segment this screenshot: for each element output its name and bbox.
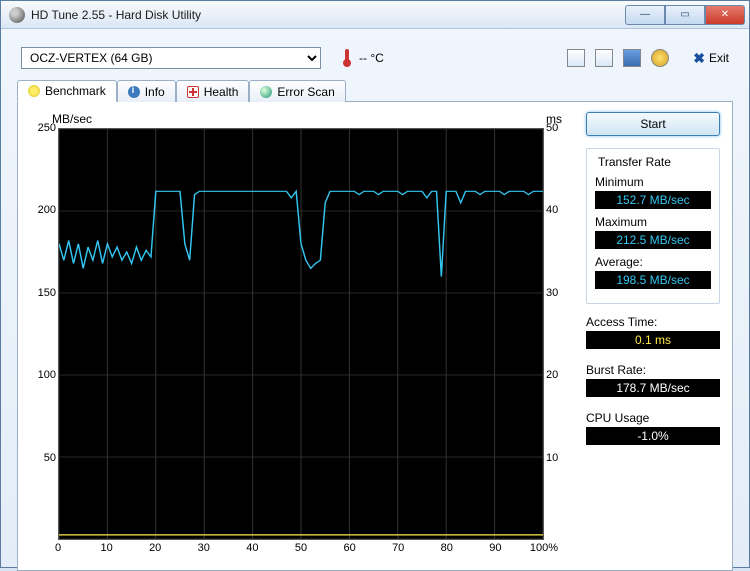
start-button[interactable]: Start [586,112,720,136]
exit-button[interactable]: ✖ Exit [693,50,729,67]
x-tick: 0 [55,542,61,554]
y-left-tick: 50 [44,452,56,464]
tab-health[interactable]: Health [176,80,250,102]
tab-label: Benchmark [45,84,106,98]
cpu-usage-label: CPU Usage [586,411,720,425]
minimum-label: Minimum [595,175,711,189]
thermometer-icon [341,49,353,67]
tab-benchmark[interactable]: Benchmark [17,80,117,102]
y-left-tick: 100 [38,369,56,381]
x-tick: 80 [441,542,453,554]
tab-label: Health [204,85,239,99]
app-icon [9,7,25,23]
app-window: HD Tune 2.55 - Hard Disk Utility — ▭ ✕ O… [0,0,750,568]
access-time-group: Access Time: 0.1 ms [586,313,720,355]
tab-bar: Benchmark Info Health Error Scan [1,79,749,101]
toolbar-icons: ✖ Exit [567,49,729,67]
exit-icon: ✖ [693,50,705,67]
maximize-button[interactable]: ▭ [665,5,705,25]
y-left-tick: 150 [38,287,56,299]
content-panel: MB/sec ms 50100150200250 1020304050 0102… [17,101,733,571]
drive-select[interactable]: OCZ-VERTEX (64 GB) [21,47,321,69]
tab-label: Error Scan [277,85,334,99]
tab-error-scan[interactable]: Error Scan [249,80,345,102]
burst-rate-label: Burst Rate: [586,363,720,377]
benchmark-chart [58,128,544,540]
window-title: HD Tune 2.55 - Hard Disk Utility [31,8,201,22]
cpu-usage-value: -1.0% [586,427,720,445]
temperature-value: -- °C [359,51,384,65]
x-tick: 20 [149,542,161,554]
chart-column: MB/sec ms 50100150200250 1020304050 0102… [30,112,572,560]
chart-svg [59,129,543,539]
bulb-icon [28,85,40,97]
y-right-tick: 50 [546,122,558,134]
x-tick: 100% [530,542,558,554]
close-button[interactable]: ✕ [705,5,745,25]
x-tick: 10 [100,542,112,554]
y-left-tick: 200 [38,204,56,216]
scan-icon [260,86,272,98]
transfer-rate-title: Transfer Rate [595,155,674,169]
y-right-tick: 20 [546,369,558,381]
average-label: Average: [595,255,711,269]
x-axis: 0102030405060708090100% [58,542,544,560]
y-right-axis: 1020304050 [544,128,572,540]
chart-wrap: 50100150200250 1020304050 01020304050607… [30,128,572,560]
y-right-tick: 40 [546,204,558,216]
y-left-axis: 50100150200250 [30,128,58,540]
maximum-value: 212.5 MB/sec [595,231,711,249]
x-tick: 30 [198,542,210,554]
average-value: 198.5 MB/sec [595,271,711,289]
burst-rate-group: Burst Rate: 178.7 MB/sec [586,361,720,403]
y-right-tick: 10 [546,452,558,464]
save-icon[interactable] [623,49,641,67]
x-tick: 40 [246,542,258,554]
copy-screenshot-icon[interactable] [595,49,613,67]
health-icon [187,86,199,98]
minimize-button[interactable]: — [625,5,665,25]
titlebar[interactable]: HD Tune 2.55 - Hard Disk Utility — ▭ ✕ [1,1,749,29]
minimum-value: 152.7 MB/sec [595,191,711,209]
y-left-tick: 250 [38,122,56,134]
x-tick: 50 [295,542,307,554]
y-right-tick: 30 [546,287,558,299]
y-left-unit: MB/sec [52,112,92,126]
burst-rate-value: 178.7 MB/sec [586,379,720,397]
options-icon[interactable] [651,49,669,67]
exit-label: Exit [709,51,729,65]
window-controls: — ▭ ✕ [625,5,745,25]
x-tick: 60 [343,542,355,554]
tab-info[interactable]: Info [117,80,176,102]
toolbar: OCZ-VERTEX (64 GB) -- °C ✖ Exit [1,29,749,79]
temperature-display: -- °C [341,49,384,67]
cpu-usage-group: CPU Usage -1.0% [586,409,720,451]
transfer-rate-group: Transfer Rate Minimum 152.7 MB/sec Maxim… [586,148,720,304]
access-time-label: Access Time: [586,315,720,329]
access-time-value: 0.1 ms [586,331,720,349]
info-icon [128,86,140,98]
stats-column: Start Transfer Rate Minimum 152.7 MB/sec… [586,112,720,560]
maximum-label: Maximum [595,215,711,229]
x-tick: 70 [392,542,404,554]
copy-info-icon[interactable] [567,49,585,67]
tab-label: Info [145,85,165,99]
x-tick: 90 [489,542,501,554]
